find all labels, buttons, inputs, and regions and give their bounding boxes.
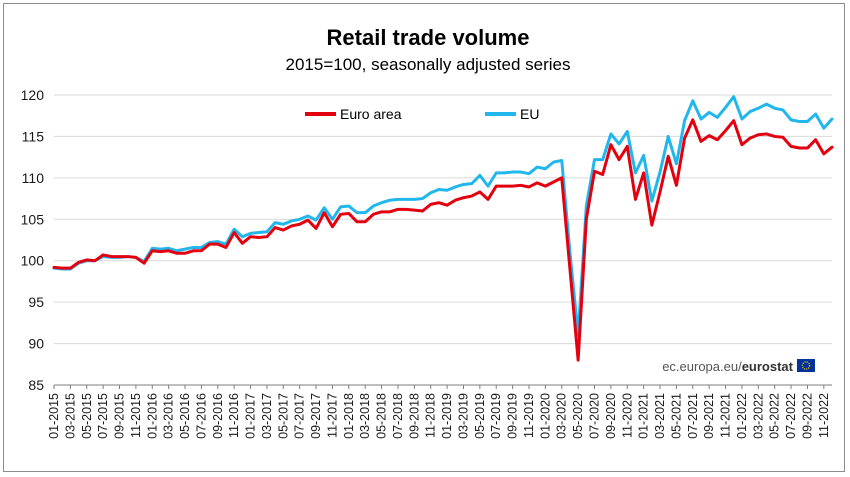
x-tick-label: 03-2016 (162, 393, 176, 439)
x-tick-label: 03-2020 (555, 393, 569, 439)
x-tick-label: 01-2017 (244, 393, 258, 439)
x-tick-label: 05-2022 (768, 393, 782, 439)
x-tick-label: 05-2021 (669, 393, 683, 439)
x-tick-label: 09-2022 (800, 393, 814, 439)
eu-flag-icon (797, 359, 815, 372)
x-tick-label: 09-2019 (506, 393, 520, 439)
x-tick-label: 11-2019 (522, 393, 536, 438)
x-tick-label: 07-2022 (784, 393, 798, 439)
x-tick-label: 05-2018 (375, 393, 389, 439)
gridlines (54, 94, 832, 345)
x-tick-label: 07-2020 (588, 393, 602, 439)
x-tick-label: 11-2021 (719, 393, 733, 438)
x-tick-label: 03-2019 (456, 393, 470, 439)
x-tick-label: 09-2017 (309, 393, 323, 439)
x-tick-label: 01-2018 (342, 393, 356, 439)
x-tick-label: 03-2017 (260, 393, 274, 439)
x-tick-label: 09-2021 (702, 393, 716, 439)
legend: Euro area EU (305, 106, 539, 122)
x-tick-label: 11-2016 (227, 393, 241, 438)
x-tick-label: 05-2020 (571, 393, 585, 439)
x-tick-label: 09-2015 (113, 393, 127, 439)
x-tick-label: 11-2017 (325, 393, 339, 438)
y-tick-label: 90 (28, 336, 44, 352)
y-tick-label: 85 (28, 377, 44, 393)
x-tick-label: 11-2015 (129, 393, 143, 438)
x-tick-label: 07-2021 (686, 393, 700, 439)
x-tick-label: 01-2016 (145, 393, 159, 439)
chart-title: Retail trade volume (327, 25, 530, 50)
x-tick-label: 05-2019 (473, 393, 487, 439)
x-tick-label: 01-2019 (440, 393, 454, 439)
chart-frame (3, 3, 845, 472)
x-tick-label: 07-2019 (489, 393, 503, 439)
y-tick-label: 100 (21, 253, 45, 269)
x-tick-label: 01-2022 (735, 393, 749, 439)
series-layer (52, 95, 834, 362)
series-line-eu (52, 95, 834, 337)
x-tick-label: 07-2018 (391, 393, 405, 439)
x-tick-label: 03-2021 (653, 393, 667, 439)
x-tick-label: 01-2020 (538, 393, 552, 439)
x-tick-label: 09-2016 (211, 393, 225, 439)
x-tick-label: 03-2015 (63, 393, 77, 439)
x-tick-label: 11-2020 (620, 393, 634, 438)
x-tick-label: 01-2021 (637, 393, 651, 439)
x-tick-label: 05-2015 (80, 393, 94, 439)
x-tick-label: 07-2017 (293, 393, 307, 439)
x-tick-label: 07-2016 (194, 393, 208, 439)
source-brand: eurostat (742, 359, 794, 374)
x-tick-label: 05-2017 (276, 393, 290, 439)
y-tick-label: 110 (22, 170, 45, 186)
source-prefix: ec.europa.eu/ (662, 359, 742, 374)
y-tick-label: 115 (22, 128, 45, 144)
x-tick-label: 07-2015 (96, 393, 110, 439)
y-axis-ticks: 85 90 95 100 105 110 115 120 (21, 87, 45, 393)
x-tick-label: 03-2022 (751, 393, 765, 439)
legend-label-eu: EU (520, 106, 539, 122)
x-tick-label: 03-2018 (358, 393, 372, 439)
x-tick-label: 11-2022 (817, 393, 831, 438)
legend-label-euro-area: Euro area (340, 106, 402, 122)
x-tick-label: 11-2018 (424, 393, 438, 438)
y-tick-label: 95 (28, 294, 44, 310)
chart-subtitle: 2015=100, seasonally adjusted series (286, 55, 571, 74)
x-tick-label: 09-2020 (604, 393, 618, 439)
x-tick-label: 09-2018 (407, 393, 421, 439)
x-axis (53, 384, 832, 389)
x-tick-label: 01-2015 (47, 393, 61, 439)
source-credit: ec.europa.eu/eurostat (662, 359, 815, 374)
series-line-euro-area (52, 118, 834, 362)
source-text: ec.europa.eu/eurostat (662, 359, 793, 374)
y-tick-label: 120 (21, 87, 45, 103)
y-tick-label: 105 (21, 211, 45, 227)
x-tick-label: 05-2016 (178, 393, 192, 439)
x-axis-ticks: 01-2015 03-2015 05-2015 07-2015 09-2015 11-20… (47, 393, 831, 439)
